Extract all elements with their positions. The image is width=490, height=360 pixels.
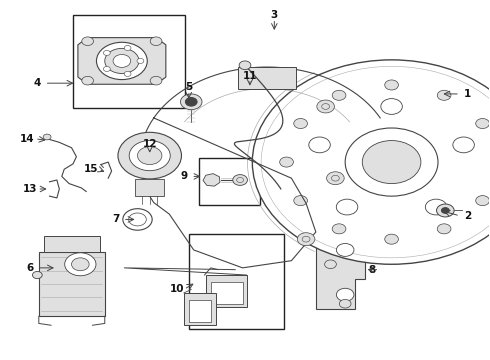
Circle shape	[453, 137, 474, 153]
Text: 8: 8	[368, 265, 376, 275]
Text: 5: 5	[185, 82, 193, 92]
Bar	[39, 252, 105, 316]
Circle shape	[294, 118, 307, 129]
Circle shape	[233, 175, 247, 185]
Circle shape	[65, 253, 96, 276]
Circle shape	[309, 137, 330, 153]
Circle shape	[124, 71, 131, 76]
Bar	[135, 179, 164, 196]
Bar	[44, 235, 100, 252]
Circle shape	[336, 288, 354, 301]
Circle shape	[294, 195, 307, 206]
Bar	[189, 234, 284, 329]
Circle shape	[317, 100, 334, 113]
Circle shape	[185, 98, 197, 106]
Text: 7: 7	[112, 215, 119, 224]
Circle shape	[124, 45, 131, 50]
Circle shape	[339, 300, 351, 308]
Bar	[73, 15, 185, 108]
Circle shape	[180, 94, 202, 110]
Circle shape	[239, 61, 251, 69]
Circle shape	[437, 90, 451, 100]
Circle shape	[129, 140, 170, 171]
Circle shape	[437, 224, 451, 234]
Circle shape	[385, 80, 398, 90]
Circle shape	[362, 140, 421, 184]
Circle shape	[118, 132, 181, 179]
Circle shape	[476, 195, 490, 206]
Circle shape	[332, 224, 346, 234]
Circle shape	[82, 76, 94, 85]
Text: 10: 10	[170, 284, 184, 294]
Circle shape	[332, 90, 346, 100]
Circle shape	[32, 271, 42, 279]
Polygon shape	[78, 38, 166, 84]
Text: 13: 13	[23, 184, 37, 194]
Circle shape	[138, 147, 162, 165]
Circle shape	[345, 128, 438, 196]
Circle shape	[336, 243, 354, 256]
Text: 11: 11	[243, 71, 257, 81]
Circle shape	[43, 134, 51, 140]
Text: 14: 14	[20, 134, 35, 144]
Text: 12: 12	[143, 139, 157, 149]
Bar	[198, 158, 260, 205]
Text: 4: 4	[34, 78, 41, 88]
Circle shape	[327, 172, 344, 185]
Circle shape	[103, 50, 110, 55]
Circle shape	[385, 234, 398, 244]
Circle shape	[72, 258, 89, 271]
Bar	[211, 282, 243, 304]
Circle shape	[280, 157, 294, 167]
Polygon shape	[316, 241, 372, 309]
Circle shape	[150, 76, 162, 85]
Circle shape	[441, 208, 449, 213]
Circle shape	[437, 204, 454, 217]
Text: 6: 6	[26, 263, 34, 273]
Circle shape	[82, 37, 94, 45]
Circle shape	[252, 60, 490, 264]
Bar	[189, 300, 211, 321]
Bar	[238, 67, 296, 89]
Circle shape	[325, 260, 336, 269]
Text: 3: 3	[270, 10, 278, 20]
Circle shape	[137, 58, 144, 63]
Circle shape	[381, 99, 402, 114]
Circle shape	[150, 37, 162, 45]
Circle shape	[113, 54, 131, 67]
Bar	[184, 293, 216, 325]
Text: 2: 2	[464, 211, 471, 221]
Text: 9: 9	[180, 171, 188, 181]
Circle shape	[336, 199, 358, 215]
Circle shape	[476, 118, 490, 129]
Circle shape	[97, 42, 147, 80]
Text: 1: 1	[464, 89, 471, 99]
Circle shape	[425, 199, 447, 215]
Circle shape	[105, 48, 139, 73]
Text: 15: 15	[84, 164, 98, 174]
Polygon shape	[203, 174, 220, 186]
Circle shape	[297, 233, 315, 246]
Circle shape	[103, 67, 110, 72]
Bar	[206, 275, 247, 307]
